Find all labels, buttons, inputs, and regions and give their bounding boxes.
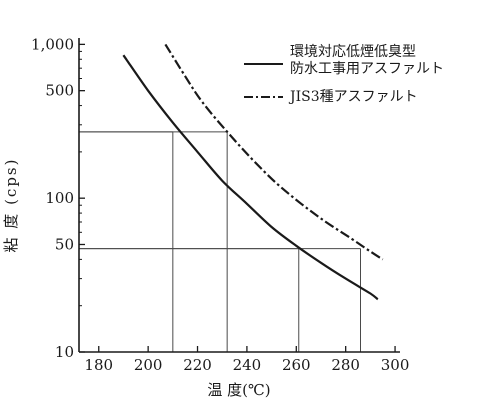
y-tick-label: 10 <box>55 343 74 361</box>
y-tick-label: 500 <box>45 82 74 100</box>
x-tick-label: 300 <box>381 356 410 374</box>
series-layer <box>122 43 384 301</box>
x-tick-label: 220 <box>183 356 212 374</box>
y-tick-label: 50 <box>55 235 74 253</box>
legend: 環境対応低煙低臭型 防水工事用アスファルト JIS3種アスファルト <box>244 44 444 105</box>
legend-label-series-2: JIS3種アスファルト <box>288 89 418 105</box>
x-tick-label: 200 <box>134 356 163 374</box>
x-tick-label: 180 <box>84 356 113 374</box>
y-axis-label: 粘 度 (cps) <box>2 158 20 253</box>
tick-layer: 180 200 220 240 260 280 300 10 50 100 500 1,000 <box>31 35 409 374</box>
legend-label-series-1-line-2: 防水工事用アスファルト <box>290 61 444 77</box>
axes <box>78 38 400 353</box>
legend-label-series-1-line-1: 環境対応低煙低臭型 <box>290 44 416 60</box>
x-axis-label: 温 度(℃) <box>207 381 270 399</box>
reference-lines <box>79 131 361 352</box>
x-tick-label: 240 <box>233 356 262 374</box>
series-line-1 <box>122 54 379 301</box>
y-tick-label: 1,000 <box>31 35 74 53</box>
y-tick-label: 100 <box>45 189 74 207</box>
x-tick-label: 260 <box>282 356 311 374</box>
x-tick-label: 280 <box>331 356 360 374</box>
series-line-2 <box>164 43 384 261</box>
